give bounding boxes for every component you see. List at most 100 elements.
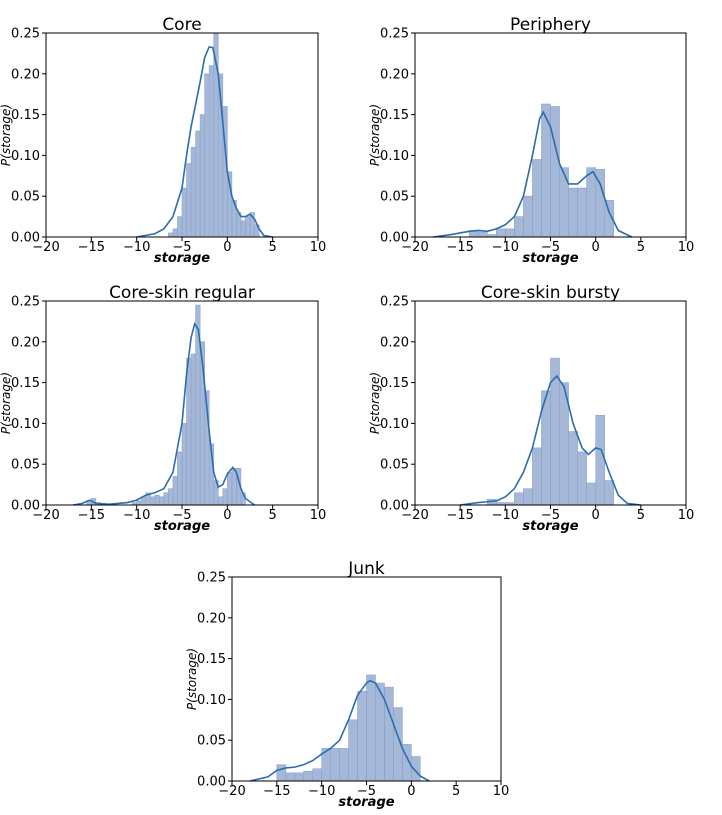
y-tick-label: 0.15	[380, 376, 409, 391]
histogram-bar	[595, 414, 605, 506]
x-tick-label: −10	[492, 240, 519, 255]
histogram-bar	[186, 357, 192, 506]
histogram-bar	[586, 482, 596, 506]
x-axis-label: storage	[338, 795, 394, 810]
y-tick-label: 0.05	[11, 458, 40, 473]
y-tick-label: 0.05	[197, 734, 226, 749]
y-axis-label: P(storage)	[368, 104, 382, 166]
x-tick-label: 5	[637, 240, 645, 255]
y-axis-label: P(storage)	[368, 372, 382, 434]
histogram-bar	[339, 748, 349, 782]
histogram-bar	[159, 496, 165, 506]
x-tick-label: −10	[123, 240, 150, 255]
histogram-bar	[217, 496, 224, 506]
histogram-bar	[136, 500, 142, 506]
kde-curve	[249, 679, 430, 782]
histogram-bar	[245, 216, 251, 238]
x-tick-label: −10	[492, 508, 519, 523]
histogram-bar	[172, 228, 178, 238]
x-tick-label: −20	[32, 508, 59, 523]
x-tick-label: 10	[310, 240, 327, 255]
x-tick-label: −10	[308, 784, 335, 799]
histogram-bar	[154, 494, 160, 506]
x-tick-label: −20	[401, 508, 428, 523]
y-tick-label: 0.15	[11, 376, 40, 391]
y-tick-label: 0.20	[11, 335, 40, 350]
x-tick-label: −15	[263, 784, 290, 799]
kde-curve	[73, 321, 255, 506]
histogram-bar	[330, 748, 340, 782]
y-tick-label: 0.00	[380, 231, 409, 246]
y-tick-label: 0.20	[11, 67, 40, 82]
histogram-bar	[168, 232, 174, 238]
x-tick-label: 0	[592, 508, 600, 523]
histogram-bar	[523, 195, 533, 238]
x-tick-label: −5	[541, 508, 560, 523]
x-tick-label: 5	[269, 508, 277, 523]
y-tick-label: 0.00	[197, 775, 226, 790]
histogram-bar	[231, 467, 237, 506]
x-axis-label: storage	[154, 251, 210, 266]
y-tick-label: 0.15	[380, 108, 409, 123]
x-tick-label: 5	[637, 508, 645, 523]
y-tick-label: 0.10	[380, 149, 409, 164]
histogram-bar	[285, 772, 296, 782]
y-axis-label: P(storage)	[0, 104, 13, 166]
histogram-bar	[149, 496, 156, 506]
x-tick-label: 5	[452, 784, 460, 799]
histogram-bar	[568, 187, 578, 238]
histogram-bar	[177, 216, 183, 238]
chart-panel-0: −20 −15 −10 −5 0 5 10 0.00 0.05 0.10 0.15 0.20 0.25 C…	[0, 15, 326, 266]
histogram-bar	[181, 187, 187, 238]
histogram-bar	[172, 476, 178, 506]
histogram-bar	[523, 488, 533, 506]
histogram-bar	[604, 480, 615, 506]
histogram-bar	[177, 451, 183, 506]
y-axis-label: P(storage)	[185, 648, 199, 710]
kde-curve	[136, 45, 273, 238]
y-tick-label: 0.10	[380, 417, 409, 432]
y-tick-label: 0.25	[197, 571, 226, 586]
histogram-bar	[495, 228, 506, 238]
x-tick-label: 10	[310, 508, 327, 523]
histogram-bar	[227, 472, 233, 506]
chart-title: Core	[162, 15, 201, 35]
y-tick-label: 0.25	[380, 295, 409, 310]
histogram-bar	[550, 106, 560, 238]
x-tick-label: −15	[78, 508, 105, 523]
histogram-bar	[559, 167, 569, 238]
y-tick-label: 0.10	[197, 693, 226, 708]
chart-panel-4: −20 −15 −10 −5 0 5 10 0.00 0.05 0.10 0.15 0.20 0.25 J…	[185, 559, 509, 810]
histogram-bar	[303, 770, 314, 782]
y-tick-label: 0.15	[197, 652, 226, 667]
x-tick-label: −15	[446, 240, 473, 255]
histogram-bar	[348, 719, 358, 782]
y-tick-label: 0.15	[11, 108, 40, 123]
x-tick-label: −10	[123, 508, 150, 523]
y-tick-label: 0.20	[380, 67, 409, 82]
x-tick-label: −5	[172, 240, 191, 255]
x-axis-label: storage	[522, 519, 578, 534]
y-tick-label: 0.05	[11, 190, 40, 205]
histogram-bar	[514, 492, 524, 506]
chart-title: Core-skin regular	[109, 283, 255, 303]
x-tick-label: −15	[78, 240, 105, 255]
kde-curve	[432, 110, 633, 238]
x-tick-label: −5	[357, 784, 376, 799]
histogram-bar	[568, 431, 578, 506]
x-tick-label: 10	[493, 784, 510, 799]
x-tick-label: 10	[678, 508, 695, 523]
y-tick-label: 0.25	[11, 27, 40, 42]
histogram-bar	[181, 423, 187, 506]
y-tick-label: 0.25	[380, 27, 409, 42]
histogram-bar	[366, 674, 376, 782]
chart-panel-2: −20 −15 −10 −5 0 5 10 0.00 0.05 0.10 0.15 0.20 0.25 C…	[0, 283, 326, 534]
x-tick-label: 0	[407, 784, 415, 799]
histogram-bar	[190, 353, 196, 506]
histogram-bar	[222, 488, 228, 506]
y-tick-label: 0.00	[11, 499, 40, 514]
x-tick-label: −20	[218, 784, 245, 799]
histogram-bar	[186, 163, 192, 238]
x-tick-label: 5	[269, 240, 277, 255]
